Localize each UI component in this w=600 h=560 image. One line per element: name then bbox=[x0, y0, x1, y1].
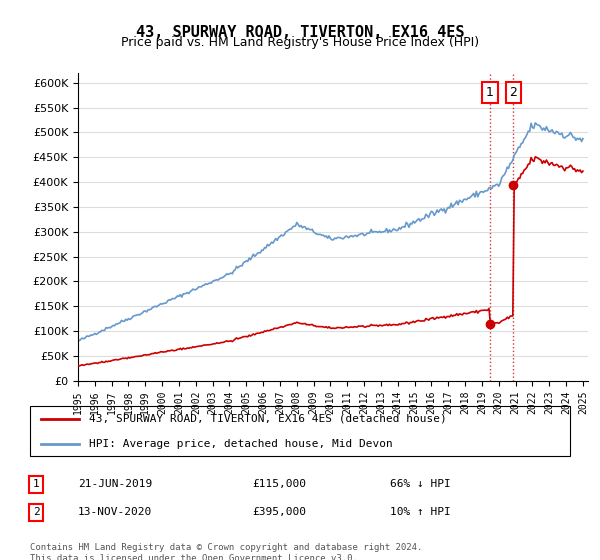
Text: 21-JUN-2019: 21-JUN-2019 bbox=[78, 479, 152, 489]
Text: 13-NOV-2020: 13-NOV-2020 bbox=[78, 507, 152, 517]
Text: £395,000: £395,000 bbox=[252, 507, 306, 517]
Text: 43, SPURWAY ROAD, TIVERTON, EX16 4ES (detached house): 43, SPURWAY ROAD, TIVERTON, EX16 4ES (de… bbox=[89, 414, 447, 423]
Text: 10% ↑ HPI: 10% ↑ HPI bbox=[390, 507, 451, 517]
Text: Contains HM Land Registry data © Crown copyright and database right 2024.
This d: Contains HM Land Registry data © Crown c… bbox=[30, 543, 422, 560]
Text: £115,000: £115,000 bbox=[252, 479, 306, 489]
Text: 1: 1 bbox=[486, 86, 494, 99]
Text: 2: 2 bbox=[32, 507, 40, 517]
Text: Price paid vs. HM Land Registry's House Price Index (HPI): Price paid vs. HM Land Registry's House … bbox=[121, 36, 479, 49]
Text: 1: 1 bbox=[32, 479, 40, 489]
Text: 43, SPURWAY ROAD, TIVERTON, EX16 4ES: 43, SPURWAY ROAD, TIVERTON, EX16 4ES bbox=[136, 25, 464, 40]
Text: 2: 2 bbox=[509, 86, 517, 99]
Text: 66% ↓ HPI: 66% ↓ HPI bbox=[390, 479, 451, 489]
Text: HPI: Average price, detached house, Mid Devon: HPI: Average price, detached house, Mid … bbox=[89, 439, 393, 449]
